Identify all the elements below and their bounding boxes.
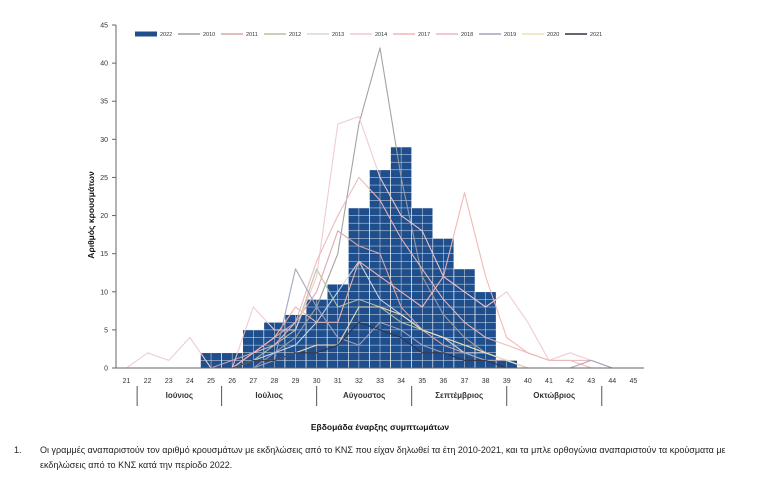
- x-tick-label: 23: [165, 378, 173, 385]
- legend-label-2017: 2017: [418, 32, 430, 38]
- legend-label-2020: 2020: [547, 32, 559, 38]
- legend-label-2014: 2014: [375, 32, 387, 38]
- y-axis-title: Αριθμός κρουσμάτων: [86, 171, 96, 259]
- x-tick-label: 26: [228, 378, 236, 385]
- x-tick-label: 40: [524, 378, 532, 385]
- y-tick-label: 35: [100, 99, 108, 106]
- legend-label-2011: 2011: [246, 32, 258, 38]
- x-tick-label: 45: [630, 378, 638, 385]
- x-tick-label: 24: [186, 378, 194, 385]
- x-tick-label: 34: [397, 378, 405, 385]
- x-tick-label: 42: [566, 378, 574, 385]
- legend: 2022 2010 2011 2012 2013 2014 2017 2018 2019 2020…: [135, 31, 602, 38]
- legend-label-2018: 2018: [461, 32, 473, 38]
- x-tick-label: 43: [587, 378, 595, 385]
- month-label: Ιούνιος: [166, 391, 193, 400]
- legend-label-2010: 2010: [203, 32, 215, 38]
- y-tick-label: 25: [100, 175, 108, 182]
- x-tick-label: 22: [144, 378, 152, 385]
- y-tick-label: 0: [104, 366, 108, 373]
- x-tick-label: 31: [334, 378, 342, 385]
- legend-swatch-2022: [135, 31, 157, 37]
- x-tick-label: 44: [608, 378, 616, 385]
- x-tick-label: 28: [271, 378, 279, 385]
- x-tick-label: 37: [461, 378, 469, 385]
- legend-label-2013: 2013: [332, 32, 344, 38]
- x-tick-label: 25: [207, 378, 215, 385]
- x-tick-label: 32: [355, 378, 363, 385]
- x-tick-label: 27: [249, 378, 257, 385]
- y-tick-label: 5: [104, 327, 108, 334]
- y-tick-label: 10: [100, 289, 108, 296]
- x-tick-label: 38: [482, 378, 490, 385]
- y-tick-label: 45: [100, 23, 108, 30]
- legend-label-2019: 2019: [504, 32, 516, 38]
- x-tick-label: 41: [545, 378, 553, 385]
- month-label: Οκτώβριος: [533, 391, 575, 400]
- month-label: Ιούλιος: [255, 391, 282, 400]
- epidemic-chart: Αριθμός κρουσμάτων Εβδομάδα έναρξης συμπ…: [86, 23, 644, 432]
- x-tick-label: 39: [503, 378, 511, 385]
- legend-label-2012: 2012: [289, 32, 301, 38]
- plot-area: 0 5 10 15 20 25 30 35 40 45 21 22 23 24 25 26 27 28 29 30 31…: [100, 23, 644, 406]
- legend-label-2022: 2022: [160, 32, 172, 38]
- month-label: Σεπτέμβριος: [435, 391, 483, 400]
- y-tick-label: 15: [100, 251, 108, 258]
- x-tick-label: 30: [313, 378, 321, 385]
- x-tick-label: 36: [439, 378, 447, 385]
- footnote-number: 1.: [14, 445, 22, 455]
- x-tick-label: 35: [418, 378, 426, 385]
- x-axis-title: Εβδομάδα έναρξης συμπτωμάτων: [311, 422, 450, 432]
- month-label: Αύγουστος: [343, 391, 385, 400]
- x-tick-label: 33: [376, 378, 384, 385]
- y-tick-label: 20: [100, 213, 108, 220]
- footnote-text: Οι γραμμές αναπαριστούν τον αριθμό κρουσ…: [40, 445, 726, 470]
- x-tick-label: 21: [123, 378, 131, 385]
- legend-label-2021: 2021: [590, 32, 602, 38]
- y-tick-label: 30: [100, 137, 108, 144]
- y-tick-label: 40: [100, 61, 108, 68]
- x-tick-label: 29: [292, 378, 300, 385]
